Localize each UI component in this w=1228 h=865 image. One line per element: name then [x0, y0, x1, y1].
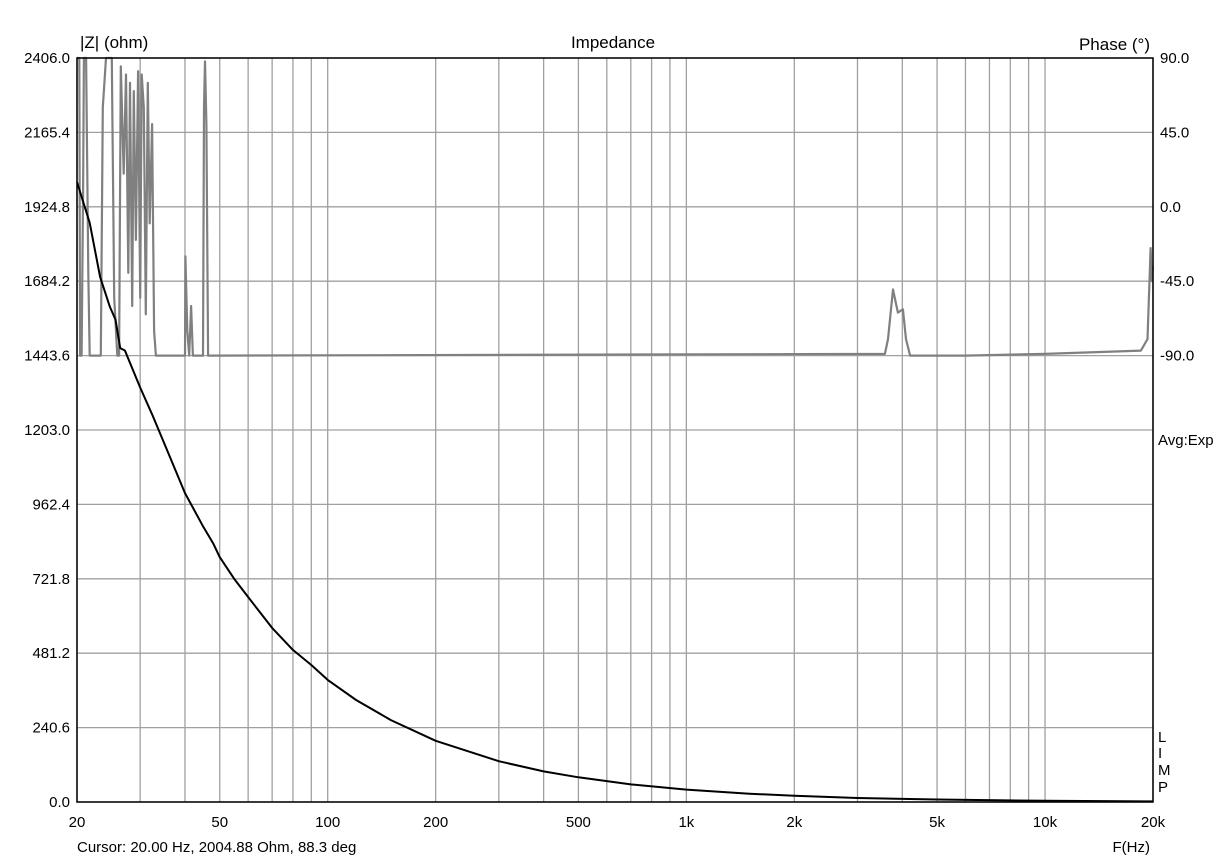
y-axis-title: |Z| (ohm)	[80, 33, 148, 52]
x-tick-label: 50	[211, 814, 228, 831]
x-tick-label: 100	[315, 814, 340, 831]
y-tick-label: 481.2	[32, 645, 70, 662]
x-tick-label: 1k	[678, 814, 694, 831]
x-tick-label: 20	[69, 814, 86, 831]
x-axis-title: F(Hz)	[1113, 839, 1151, 856]
cursor-readout: Cursor: 20.00 Hz, 2004.88 Ohm, 88.3 deg	[77, 839, 356, 856]
y-tick-label: 2165.4	[24, 124, 70, 141]
limp-logo: L I M P	[1158, 729, 1171, 796]
logo-letter: M	[1158, 762, 1171, 779]
logo-letter: P	[1158, 779, 1168, 796]
x-axis: 20 50 100 200 500 1k 2k 5k 10k 20k	[69, 814, 1166, 831]
plot-frame	[76, 57, 1154, 803]
chart-title: Impedance	[571, 33, 655, 52]
y2-tick-label: 45.0	[1160, 124, 1189, 141]
y-tick-label: 240.6	[32, 720, 70, 737]
averaging-label: Avg:Exp	[1158, 432, 1214, 449]
x-tick-label: 20k	[1141, 814, 1166, 831]
y-tick-label: 721.8	[32, 571, 70, 588]
logo-letter: L	[1158, 729, 1166, 746]
grid	[76, 57, 1154, 803]
phase-curve	[77, 56, 1155, 357]
x-tick-label: 5k	[929, 814, 945, 831]
y-tick-label: 2406.0	[24, 50, 70, 67]
y-axis-right: 90.0 45.0 0.0 -45.0 -90.0	[1160, 50, 1194, 365]
x-tick-label: 500	[566, 814, 591, 831]
logo-letter: I	[1158, 745, 1162, 762]
y-tick-label: 1443.6	[24, 348, 70, 365]
y-tick-label: 1684.2	[24, 273, 70, 290]
impedance-curve	[76, 181, 1154, 803]
y2-axis-title: Phase (°)	[1079, 35, 1150, 54]
y-tick-label: 0.0	[49, 794, 70, 811]
x-tick-label: 10k	[1033, 814, 1058, 831]
y2-tick-label: -90.0	[1160, 348, 1194, 365]
x-tick-label: 200	[423, 814, 448, 831]
series-layer	[76, 56, 1155, 803]
y2-tick-label: 0.0	[1160, 199, 1181, 216]
y-tick-label: 962.4	[32, 496, 70, 513]
y-tick-label: 1924.8	[24, 199, 70, 216]
y-tick-label: 1203.0	[24, 422, 70, 439]
y2-tick-label: 90.0	[1160, 50, 1189, 67]
x-tick-label: 2k	[786, 814, 802, 831]
y2-tick-label: -45.0	[1160, 273, 1194, 290]
y-axis-left: 0.0 240.6 481.2 721.8 962.4 1203.0 1443.6 1684.…	[24, 50, 70, 811]
